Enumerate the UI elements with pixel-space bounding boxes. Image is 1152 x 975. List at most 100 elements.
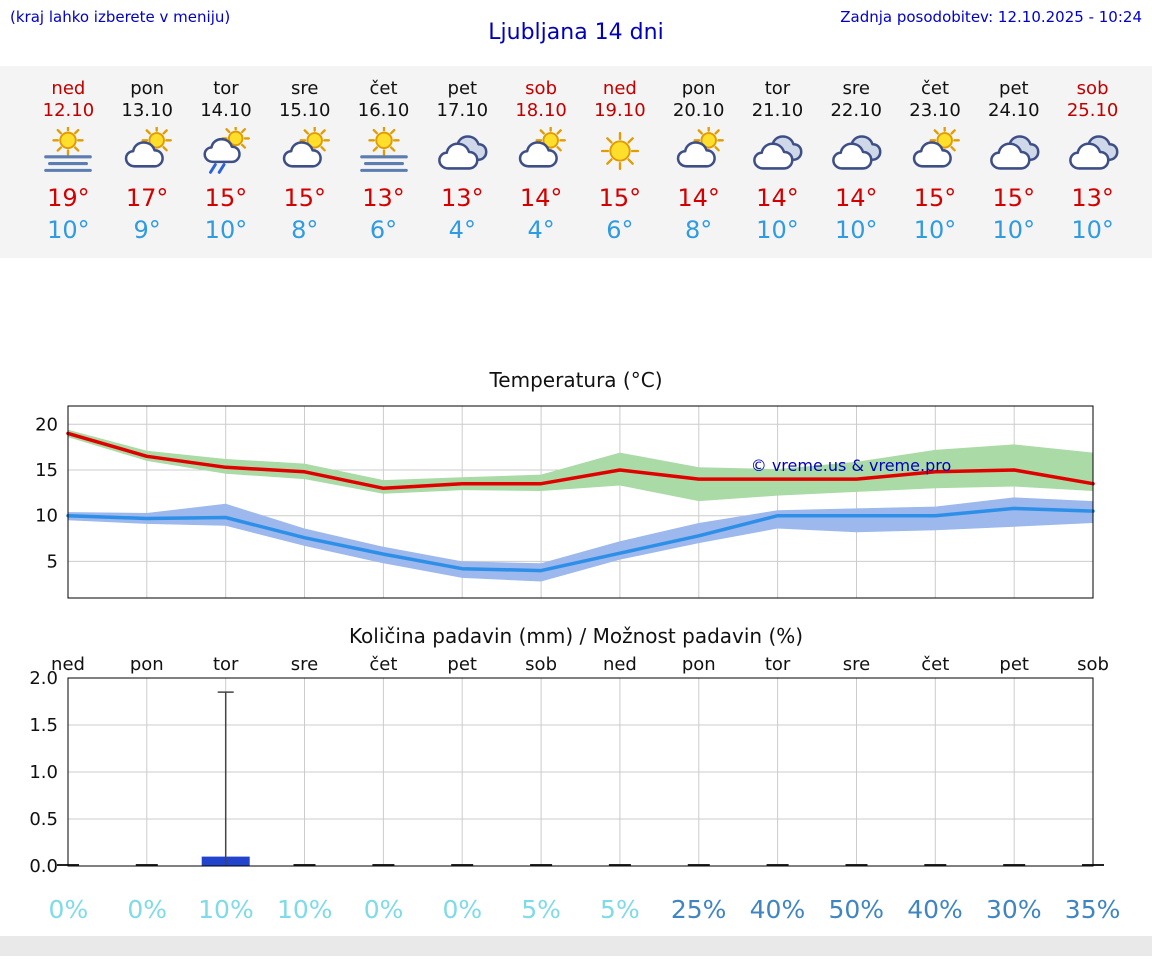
- low-temp: 10°: [913, 216, 957, 244]
- low-temp: 10°: [204, 216, 248, 244]
- x-day-label: sob: [1077, 654, 1109, 675]
- forecast-day: tor 21.10 14° 10°: [738, 78, 817, 244]
- watermark-link[interactable]: © vreme.us & vreme.pro: [751, 456, 952, 475]
- sun-cloud-icon: [108, 125, 187, 181]
- x-day-label: tor: [213, 654, 239, 675]
- footer-band: [0, 936, 1152, 956]
- high-temp: 14°: [677, 184, 720, 212]
- day-date: 23.10: [909, 100, 961, 121]
- x-day-label: pet: [999, 654, 1029, 675]
- day-name: tor: [764, 78, 791, 99]
- sun-icon: [580, 127, 659, 181]
- precip-probability: 5%: [600, 895, 640, 924]
- forecast-day: čet 16.10 13° 6°: [344, 78, 423, 244]
- forecast-day: tor 14.10 15° 10°: [187, 78, 266, 244]
- temperature-chart: 5 10 15 20 © vreme.us & vreme.pro: [35, 405, 1095, 599]
- day-date: 25.10: [1066, 100, 1119, 121]
- day-date: 16.10: [357, 100, 410, 121]
- precip-probability: 30%: [986, 895, 1042, 924]
- y-tick-label: 10: [35, 506, 58, 527]
- y-tick-label: 15: [35, 460, 58, 481]
- trace-precip-mark: [135, 864, 158, 866]
- sun-cloud-icon: [265, 125, 344, 181]
- x-day-label: ned: [51, 654, 85, 675]
- plot-border: [67, 677, 1094, 867]
- forecast-day: sob 18.10 14° 4°: [502, 78, 581, 244]
- low-temp: 4°: [448, 216, 476, 244]
- precip-probability: 25%: [670, 895, 727, 924]
- plot-border: [67, 405, 1094, 599]
- low-temp: 10°: [834, 216, 878, 244]
- forecast-day: sob 25.10 13° 10°: [1053, 78, 1132, 244]
- forecast-day: sre 15.10 15° 8°: [265, 78, 344, 244]
- cloud-icon: [1053, 127, 1132, 181]
- sun-cloud-icon: [659, 125, 738, 181]
- day-date: 17.10: [436, 100, 489, 121]
- forecast-days: ned 12.10 19° 10° pon 13.10 17° 9° tor 14.10 15° 10…: [29, 78, 1132, 244]
- low-temp: 10°: [47, 216, 90, 244]
- high-temp: 13°: [362, 184, 405, 212]
- forecast-day: ned 19.10 15° 6°: [580, 78, 659, 244]
- day-date: 22.10: [830, 100, 882, 121]
- high-temp: 14°: [834, 184, 878, 212]
- header: (kraj lahko izberete v meniju) Ljubljana…: [0, 0, 1152, 66]
- trace-precip-mark: [293, 864, 316, 866]
- high-temp: 17°: [125, 184, 169, 212]
- max-temperature-band: [68, 429, 1093, 502]
- x-day-label: sob: [525, 654, 557, 675]
- day-date: 13.10: [121, 100, 173, 121]
- precip-probability: 0%: [48, 895, 89, 924]
- low-temp: 8°: [685, 216, 713, 244]
- precip-probability: 35%: [1064, 895, 1121, 924]
- trace-precip-mark: [372, 864, 395, 866]
- day-name: sob: [1076, 78, 1109, 99]
- day-date: 19.10: [594, 100, 646, 121]
- forecast-day: pet 24.10 15° 10°: [974, 78, 1053, 244]
- y-tick-label: 0.5: [29, 809, 58, 830]
- x-day-label: čet: [369, 654, 397, 675]
- x-day-label: sre: [843, 654, 870, 675]
- trace-precip-mark: [766, 864, 789, 866]
- precip-probability: 0%: [442, 895, 483, 924]
- low-temp: 10°: [992, 216, 1036, 244]
- y-tick-label: 5: [47, 551, 58, 572]
- trace-precip-mark: [845, 864, 868, 866]
- high-temp: 15°: [992, 184, 1036, 212]
- x-day-label: sre: [291, 654, 318, 675]
- high-temp: 13°: [441, 184, 484, 212]
- spacer: [0, 258, 1152, 368]
- forecast-day: pet 17.10 13° 4°: [423, 78, 502, 244]
- high-temp: 14°: [756, 184, 799, 212]
- low-temp: 10°: [1071, 216, 1114, 244]
- day-name: pon: [681, 78, 716, 99]
- x-day-label: pet: [447, 654, 477, 675]
- high-temp: 15°: [913, 184, 957, 212]
- low-temp: 6°: [606, 216, 634, 244]
- precip-probability: 5%: [521, 895, 561, 924]
- trace-precip-mark: [687, 864, 710, 866]
- trace-precip-mark: [530, 864, 553, 866]
- day-name: sre: [291, 78, 319, 99]
- precip-probability: 10%: [198, 895, 254, 924]
- fog-sun-icon: [344, 124, 423, 181]
- forecast-day: pon 20.10 14° 8°: [659, 78, 738, 244]
- precip-probability: 50%: [828, 895, 885, 924]
- min-temperature-band: [68, 497, 1093, 582]
- day-date: 18.10: [515, 100, 567, 121]
- forecast-day: ned 12.10 19° 10°: [29, 78, 108, 244]
- precipitation-chart: ned pon tor sre čet pet sob ned pon tor sre čet pet s…: [29, 654, 1109, 877]
- day-date: 12.10: [42, 100, 95, 121]
- cloud-icon: [974, 127, 1053, 181]
- x-day-label: pon: [682, 654, 716, 675]
- last-updated: Zadnja posodobitev: 12.10.2025 - 10:24: [840, 8, 1142, 26]
- low-temp: 8°: [291, 216, 319, 244]
- y-tick-label: 1.0: [29, 762, 58, 783]
- day-name: ned: [51, 78, 86, 99]
- y-tick-label: 0.0: [29, 856, 58, 877]
- day-name: pon: [130, 78, 165, 99]
- precip-probability-row: 0% 0% 10% 10% 0% 0% 5% 5% 25% 40% 50% 40% 30% 35%: [29, 894, 1132, 926]
- day-name: pet: [447, 78, 478, 99]
- low-temp: 10°: [756, 216, 799, 244]
- day-name: sob: [525, 78, 557, 99]
